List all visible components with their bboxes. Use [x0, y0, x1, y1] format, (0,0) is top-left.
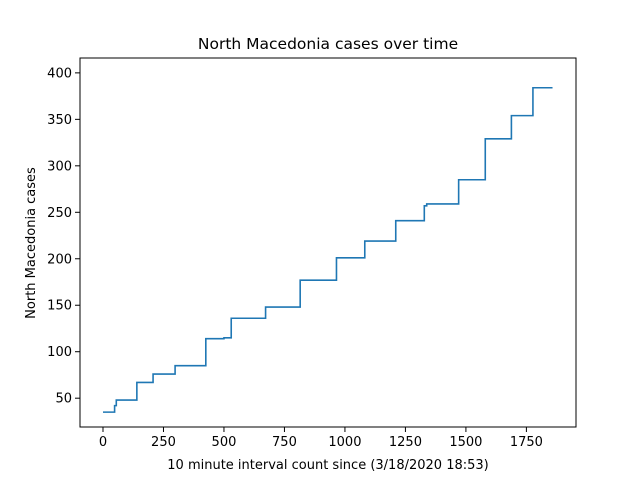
- y-tick-label: 150: [47, 299, 72, 314]
- x-tick-label: 1250: [389, 435, 422, 450]
- y-axis-label: North Macedonia cases: [24, 167, 39, 319]
- y-tick-label: 250: [47, 206, 72, 221]
- x-tick-label: 1500: [449, 435, 482, 450]
- x-tick-label: 1000: [328, 435, 361, 450]
- x-axis-ticks: 0 250 500 750 1000 1250 1500 1750: [99, 427, 543, 450]
- series-line-0: [102, 86, 553, 413]
- plot-area: [79, 57, 577, 428]
- y-tick-label: 200: [47, 252, 72, 267]
- chart-title: North Macedonia cases over time: [198, 35, 458, 53]
- x-tick-label: 750: [272, 435, 297, 450]
- y-tick-label: 350: [47, 113, 72, 128]
- axes-frame: [79, 57, 577, 428]
- y-tick-label: 400: [47, 66, 72, 81]
- x-axis-label: 10 minute interval count since (3/18/202…: [167, 458, 488, 473]
- x-tick-label: 500: [212, 435, 237, 450]
- x-tick-label: 1750: [510, 435, 543, 450]
- y-axis-ticks: 50 100 150 200 250 300 350 400: [47, 66, 80, 407]
- y-tick-label: 100: [47, 345, 72, 360]
- y-tick-label: 50: [55, 392, 72, 407]
- x-tick-label: 0: [99, 435, 107, 450]
- x-tick-label: 250: [151, 435, 176, 450]
- y-tick-label: 300: [47, 159, 72, 174]
